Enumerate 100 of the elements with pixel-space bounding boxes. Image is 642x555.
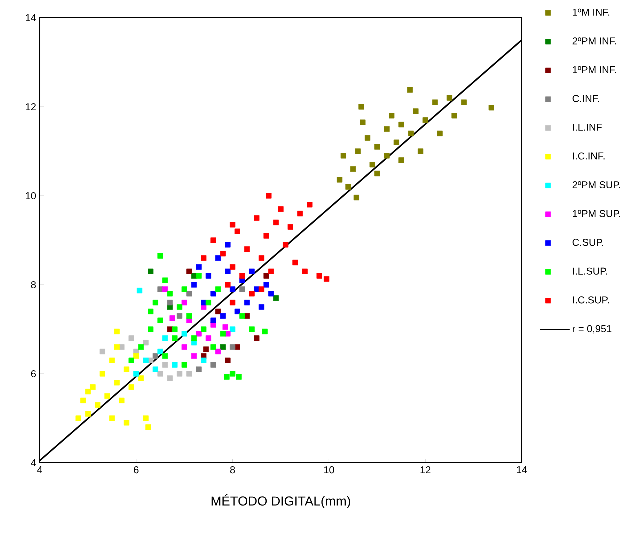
legend-label: C.INF.	[572, 95, 600, 102]
point	[258, 304, 265, 310]
point	[148, 358, 154, 364]
point	[394, 140, 400, 146]
point	[182, 286, 188, 292]
point	[302, 268, 308, 274]
point	[418, 148, 424, 154]
point	[384, 126, 390, 132]
point	[240, 313, 246, 319]
point	[196, 264, 202, 270]
point	[258, 256, 265, 262]
point	[297, 211, 304, 217]
point	[186, 371, 192, 377]
point	[220, 251, 226, 257]
point	[100, 371, 106, 377]
point	[162, 353, 168, 359]
point	[254, 215, 260, 222]
x-tick-label: 4	[37, 466, 42, 474]
point	[273, 220, 279, 226]
point	[220, 313, 226, 319]
point	[128, 358, 134, 364]
point	[324, 276, 330, 282]
point	[114, 344, 120, 350]
point	[461, 100, 467, 106]
point	[176, 304, 183, 310]
point	[128, 384, 134, 390]
point	[206, 300, 212, 306]
point	[124, 366, 130, 372]
point	[266, 193, 272, 199]
y-tick-label: 12	[26, 104, 36, 110]
point	[244, 300, 250, 306]
point	[206, 273, 212, 279]
point	[316, 273, 322, 279]
point	[230, 264, 236, 270]
point	[358, 104, 364, 110]
point	[264, 233, 270, 239]
point	[138, 344, 144, 350]
point	[225, 242, 231, 248]
point	[162, 286, 168, 292]
point	[398, 158, 404, 164]
point	[80, 398, 86, 404]
point	[158, 253, 164, 259]
point	[85, 411, 91, 417]
point	[230, 300, 236, 306]
point	[355, 148, 361, 154]
y-tick-label: 4	[31, 460, 36, 466]
point	[134, 353, 140, 359]
y-tick-label: 10	[26, 192, 36, 200]
point	[138, 376, 144, 382]
point	[186, 291, 192, 297]
point	[268, 291, 274, 297]
point	[196, 273, 202, 279]
point	[389, 113, 395, 119]
point	[210, 238, 216, 244]
point	[104, 393, 110, 400]
point	[206, 336, 212, 342]
point	[249, 268, 255, 274]
point	[407, 87, 413, 93]
point	[110, 416, 116, 422]
point	[337, 177, 343, 183]
point	[258, 286, 265, 292]
point	[119, 398, 125, 404]
point	[201, 326, 207, 332]
point	[374, 170, 380, 177]
point	[216, 286, 222, 292]
point	[292, 260, 298, 266]
point	[201, 358, 207, 364]
point	[196, 366, 202, 372]
point	[182, 300, 188, 306]
point	[191, 282, 198, 288]
point	[446, 95, 453, 101]
point	[201, 256, 207, 262]
x-tick-label: 12	[420, 466, 431, 474]
point	[210, 362, 216, 368]
point	[222, 324, 228, 330]
point	[452, 113, 458, 119]
point	[143, 340, 149, 346]
point	[370, 162, 376, 168]
point	[354, 194, 360, 201]
legend-label: C.SUP.	[572, 239, 604, 246]
x-axis-title: MÉTODO DIGITAL(mm)	[212, 494, 350, 508]
point	[437, 130, 443, 136]
point	[136, 288, 143, 294]
point	[210, 344, 216, 350]
x-tick-label: 6	[134, 466, 139, 474]
point	[90, 384, 96, 390]
point	[264, 273, 270, 279]
point	[268, 268, 274, 274]
point	[230, 371, 236, 377]
point	[216, 348, 222, 355]
point	[158, 348, 164, 355]
point	[230, 222, 236, 228]
legend-label: I.C.SUP.	[573, 296, 610, 304]
legend-label: I.L.INF	[573, 124, 602, 131]
point	[234, 228, 240, 234]
point	[167, 326, 173, 332]
point	[220, 331, 226, 337]
point	[191, 336, 198, 342]
point	[100, 348, 106, 355]
point	[143, 416, 149, 422]
